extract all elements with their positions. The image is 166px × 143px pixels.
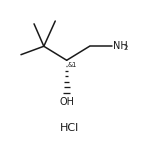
Text: &1: &1	[68, 62, 77, 68]
Text: 2: 2	[123, 45, 127, 51]
Text: OH: OH	[59, 97, 74, 107]
Text: NH: NH	[113, 41, 128, 51]
Text: HCl: HCl	[60, 123, 80, 133]
